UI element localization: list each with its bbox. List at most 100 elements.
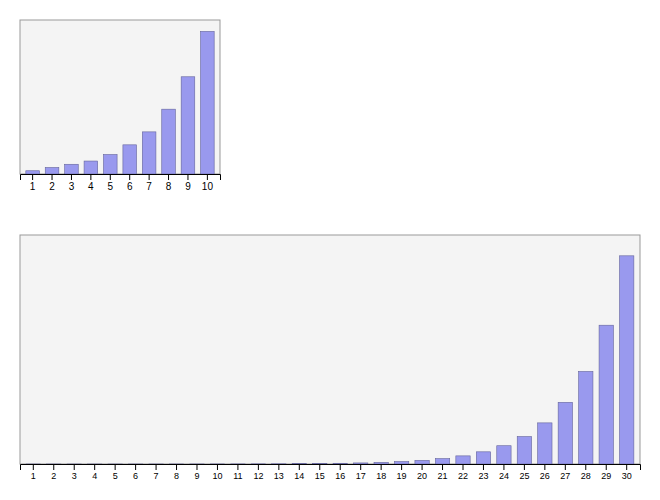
- x-tick: 4: [88, 174, 94, 192]
- x-tick-label: 24: [499, 471, 509, 481]
- bar: [88, 463, 102, 464]
- x-tick-mark: [442, 464, 443, 470]
- x-tick-mark: [401, 464, 402, 470]
- x-tick: 21: [438, 464, 448, 481]
- bar: [162, 109, 176, 174]
- x-tick-mark: [115, 464, 116, 470]
- x-tick-mark: [319, 464, 320, 470]
- bar: [45, 168, 59, 174]
- x-tick-label: 28: [581, 471, 591, 481]
- x-tick-label: 2: [51, 471, 56, 481]
- x-tick: 28: [581, 464, 591, 481]
- x-tick-mark: [524, 464, 525, 470]
- bar: [292, 463, 306, 464]
- x-tick-label: 4: [92, 471, 97, 481]
- x-tick-label: 9: [185, 181, 191, 192]
- x-tick-label: 7: [154, 471, 159, 481]
- bar: [128, 463, 142, 464]
- x-tick-mark: [299, 464, 300, 470]
- x-tick: 5: [113, 464, 118, 481]
- chart-canvas: 1234567891012345678910111213141516171819…: [0, 0, 660, 500]
- x-tick: 16: [335, 464, 345, 481]
- x-tick: 10: [212, 464, 222, 481]
- bar: [190, 463, 204, 464]
- bar: [476, 452, 490, 464]
- x-tick: 6: [127, 174, 133, 192]
- x-tick-label: 8: [166, 181, 172, 192]
- x-tick: 11: [233, 464, 242, 481]
- x-tick: 26: [540, 464, 550, 481]
- x-tick-mark: [71, 174, 72, 180]
- x-tick: 18: [376, 464, 386, 481]
- x-tick: 20: [417, 464, 427, 481]
- x-tick-mark: [340, 464, 341, 470]
- bar: [456, 456, 470, 464]
- bar: [149, 463, 163, 464]
- bar: [415, 460, 429, 464]
- x-tick-mark: [278, 464, 279, 470]
- x-tick-label: 15: [315, 471, 325, 481]
- x-tick: 25: [519, 464, 529, 481]
- x-tick: 8: [166, 174, 172, 192]
- bar: [579, 371, 593, 464]
- x-tick: 24: [499, 464, 509, 481]
- x-tick-label: 4: [88, 181, 94, 192]
- x-tick-label: 5: [113, 471, 118, 481]
- x-tick: 5: [108, 174, 114, 192]
- x-axis: 12345678910: [21, 174, 221, 192]
- x-tick-mark: [32, 174, 33, 180]
- x-tick-mark: [544, 464, 545, 470]
- x-axis: 1234567891011121314151617181920212223242…: [21, 464, 641, 481]
- bar: [26, 463, 40, 464]
- x-tick-mark: [626, 464, 627, 470]
- x-tick-label: 22: [458, 471, 468, 481]
- x-tick-label: 20: [417, 471, 427, 481]
- x-tick-label: 17: [356, 471, 366, 481]
- x-tick: 3: [69, 174, 75, 192]
- x-tick: 3: [72, 464, 77, 481]
- x-tick-label: 8: [174, 471, 179, 481]
- bar: [26, 171, 40, 174]
- bar: [620, 256, 634, 464]
- bar: [201, 31, 215, 174]
- x-tick-label: 25: [519, 471, 529, 481]
- bar: [435, 459, 449, 464]
- x-tick-mark: [217, 464, 218, 470]
- x-tick-label: 3: [69, 181, 75, 192]
- x-tick: 12: [253, 464, 263, 481]
- x-tick-label: 12: [253, 471, 263, 481]
- x-tick-mark: [585, 464, 586, 470]
- x-tick: 6: [133, 464, 138, 481]
- bar: [374, 462, 388, 464]
- x-tick-mark: [565, 464, 566, 470]
- x-tick-mark: [381, 464, 382, 470]
- x-tick-mark: [606, 464, 607, 470]
- chart-0: 12345678910: [20, 20, 221, 192]
- bar: [142, 132, 156, 174]
- x-tick-mark: [90, 174, 91, 180]
- x-tick-label: 30: [622, 471, 632, 481]
- bar: [517, 437, 531, 464]
- x-tick-label: 7: [146, 181, 152, 192]
- x-tick: 29: [601, 464, 611, 481]
- x-tick-label: 14: [294, 471, 304, 481]
- bar: [84, 161, 98, 174]
- x-tick: 9: [194, 464, 199, 481]
- bar: [65, 164, 79, 174]
- x-tick: 1: [30, 174, 36, 192]
- x-tick-mark: [52, 174, 53, 180]
- bar: [210, 463, 224, 464]
- plot-frame: [20, 235, 640, 464]
- x-tick-mark: [53, 464, 54, 470]
- x-axis-line: [21, 175, 221, 181]
- bar: [313, 463, 327, 464]
- bar: [47, 463, 61, 464]
- x-tick-mark: [168, 174, 169, 180]
- x-tick: 10: [202, 174, 214, 192]
- x-tick: 22: [458, 464, 468, 481]
- x-tick-label: 6: [133, 471, 138, 481]
- x-tick-mark: [156, 464, 157, 470]
- bar: [538, 423, 552, 464]
- x-tick-mark: [258, 464, 259, 470]
- x-tick-mark: [237, 464, 238, 470]
